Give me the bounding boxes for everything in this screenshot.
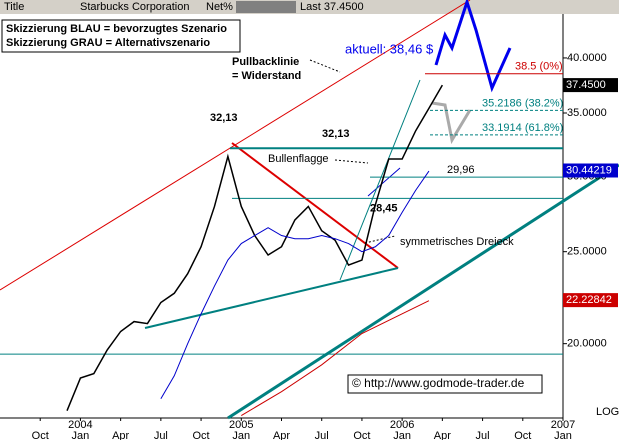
uptrend-line	[227, 163, 619, 420]
x-tick-label: Oct	[514, 430, 531, 440]
triangle-line	[144, 267, 399, 329]
x-tick-label: Oct	[353, 430, 370, 440]
x-year-label: 2004	[68, 419, 92, 431]
copyright-box	[347, 374, 543, 394]
x-tick-label: Jul	[154, 430, 168, 440]
x-tick-label: Jan	[393, 430, 411, 440]
x-tick-label: Jan	[232, 430, 250, 440]
price-marker-label: 30.44219	[566, 164, 612, 176]
pointer	[334, 159, 369, 164]
legend-text: Skizzierung GRAU = Alternativszenario	[6, 37, 210, 49]
x-tick-label: Oct	[193, 430, 210, 440]
pointer	[364, 235, 396, 244]
x-tick-label: Oct	[32, 430, 49, 440]
annotation: aktuell: 38,46 $	[345, 41, 434, 56]
legend-text: Skizzierung BLAU = bevorzugtes Szenario	[6, 23, 227, 35]
annotation: 32,13	[210, 112, 238, 124]
level-label: 38.5 (0%)	[515, 61, 563, 73]
x-tick-label: Jul	[315, 430, 329, 440]
x-tick-label: Apr	[112, 430, 129, 440]
pointer	[309, 59, 341, 73]
level-label: 28,45	[370, 202, 398, 214]
blue-scenario	[434, 0, 512, 93]
x-year-label: 2005	[229, 419, 253, 431]
annotation: symmetrisches Dreieck	[400, 236, 514, 248]
annotation: = Widerstand	[232, 70, 301, 82]
x-tick-label: Jan	[554, 430, 572, 440]
header-title: Starbucks Corporation	[80, 1, 189, 13]
header-field: Title	[4, 1, 24, 13]
header-box	[236, 1, 296, 13]
legend-box	[1, 19, 241, 53]
x-year-label: 2006	[390, 419, 414, 431]
y-tick-label: 40.0000	[567, 52, 607, 64]
gray-scenario	[431, 101, 472, 145]
price-line	[160, 170, 430, 399]
triangle-line	[231, 142, 399, 269]
price-marker-label: 37.4500	[566, 79, 606, 91]
price-line	[241, 300, 430, 416]
price-line	[66, 84, 444, 411]
copyright: © http://www.godmode-trader.de	[352, 376, 525, 390]
annotation: 32,13	[322, 128, 350, 140]
y-tick-label: 20.0000	[567, 338, 607, 350]
level-label: 33.1914 (61.8%)	[482, 122, 563, 134]
support-line	[339, 79, 421, 281]
level-label: 29,96	[447, 164, 475, 176]
flag-line	[367, 167, 401, 197]
y-tick-label: 25.0000	[567, 246, 607, 258]
log-label: LOG	[596, 406, 619, 418]
x-tick-label: Apr	[434, 430, 451, 440]
header: Title Starbucks Corporation Net% Last 37…	[0, 0, 619, 14]
y-tick-label: 35.0000	[567, 107, 607, 119]
x-year-label: 2007	[551, 419, 575, 431]
price-marker-box	[563, 293, 618, 308]
price-marker-label: 22.22842	[566, 294, 612, 306]
price-marker-box	[563, 163, 618, 178]
x-tick-label: Jan	[72, 430, 90, 440]
annotation: Pullbacklinie	[232, 56, 299, 68]
annotation: Bullenflagge	[268, 153, 329, 165]
x-tick-label: Jul	[476, 430, 490, 440]
level-label: 35.2186 (38.2%)	[482, 97, 563, 109]
header-last: Last 37.4500	[300, 1, 364, 13]
x-tick-label: Apr	[273, 430, 290, 440]
price-marker-box	[563, 78, 618, 93]
header-field: Net%	[206, 1, 233, 13]
